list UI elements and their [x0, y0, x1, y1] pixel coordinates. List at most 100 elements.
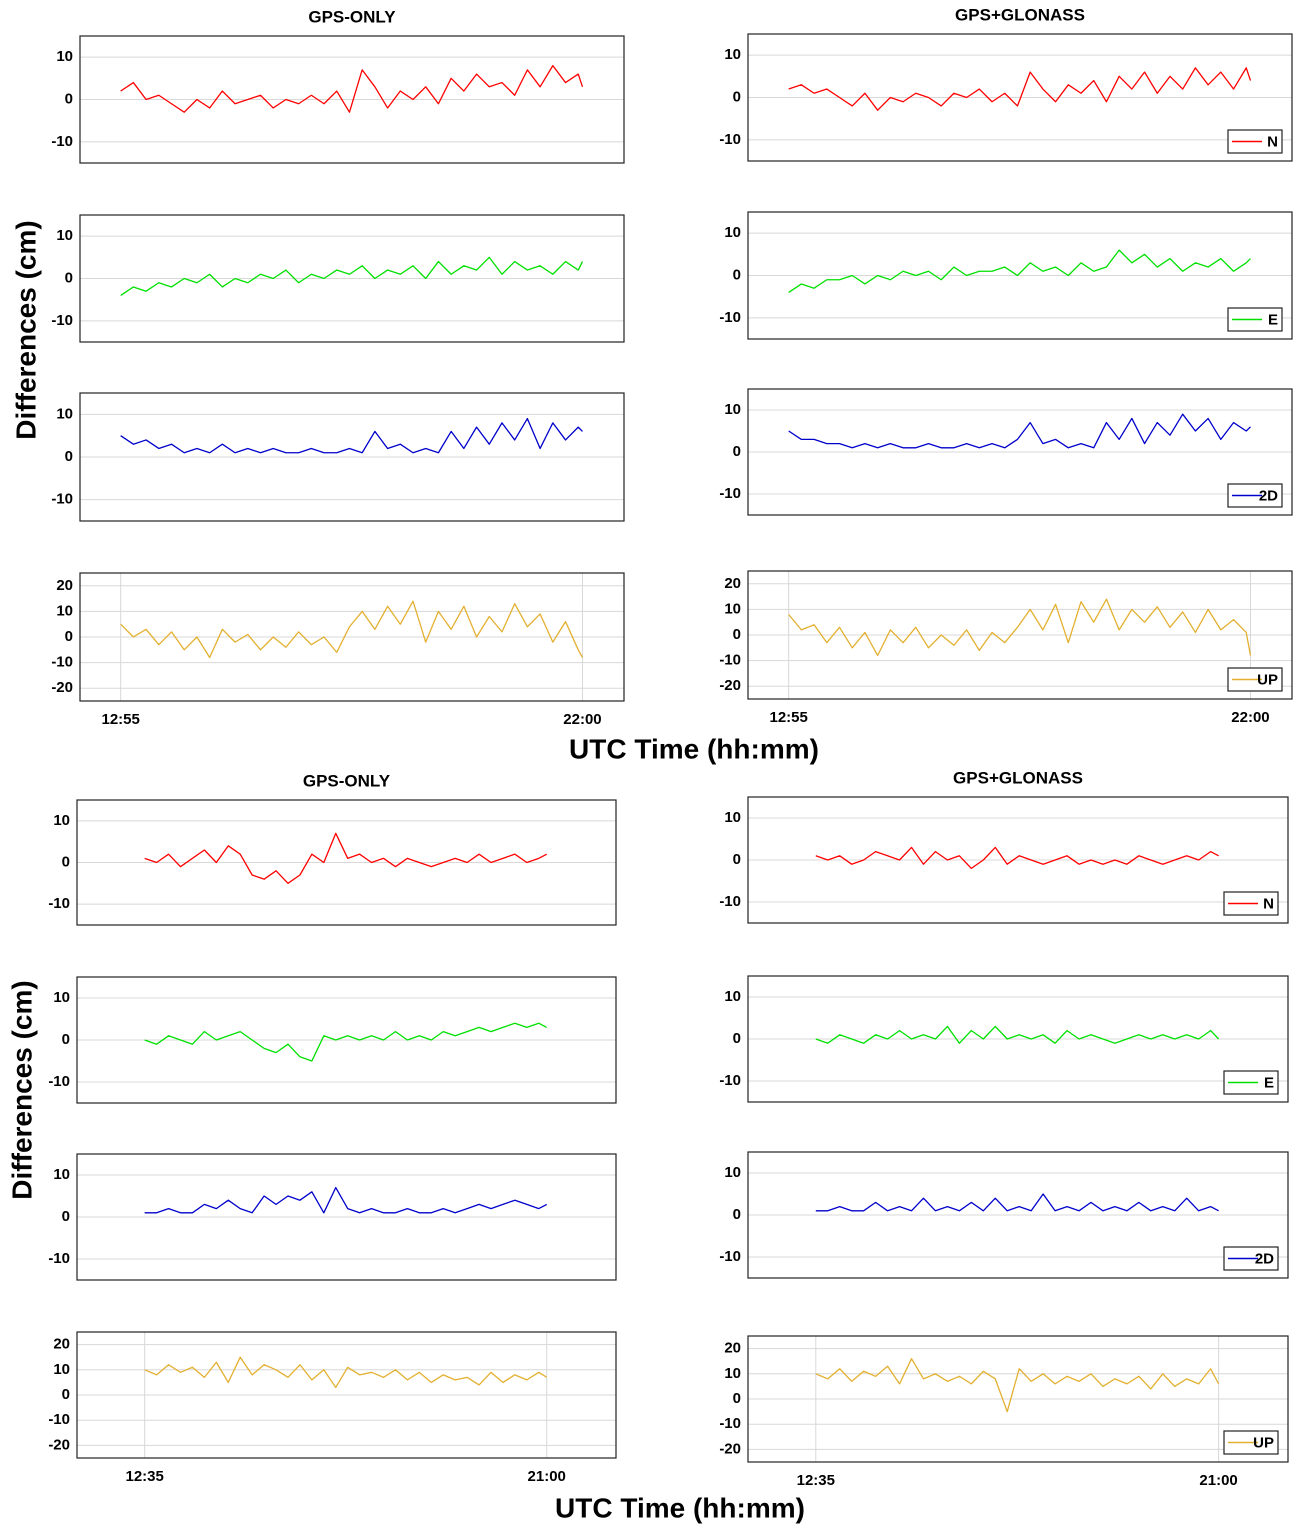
axes-frame — [76, 799, 617, 926]
y-tick-label: -10 — [719, 131, 741, 148]
y-tick-label: 0 — [733, 1206, 741, 1223]
axes-frame — [747, 33, 1293, 162]
y-tick-label: -20 — [51, 679, 73, 696]
data-line — [144, 1186, 548, 1214]
y-tick-label: 10 — [724, 401, 741, 418]
y-tick-label: 10 — [724, 1164, 741, 1181]
axes-frame — [76, 1331, 617, 1459]
y-tick-label: -10 — [719, 309, 741, 326]
data-line — [815, 1025, 1220, 1044]
y-tick-label: -10 — [719, 1415, 741, 1432]
x-tick-label: 22:00 — [563, 711, 601, 728]
legend-label: 2D — [1255, 1250, 1274, 1267]
y-tick-label: 10 — [53, 1361, 70, 1378]
data-line — [144, 832, 548, 884]
axes-frame — [79, 572, 625, 702]
data-line — [144, 1356, 548, 1389]
y-tick-label: 10 — [724, 224, 741, 241]
data-line — [788, 413, 1251, 449]
axes-frame — [747, 975, 1289, 1103]
axes-frame — [747, 570, 1293, 700]
y-tick-label: 20 — [724, 575, 741, 592]
y-tick-label: 20 — [53, 1336, 70, 1353]
y-tick-label: 0 — [733, 1390, 741, 1407]
y-tick-label: 10 — [724, 600, 741, 617]
x-tick-label: 21:00 — [1199, 1472, 1237, 1489]
y-tick-label: 0 — [65, 269, 73, 286]
data-line — [788, 598, 1252, 657]
y-tick-label: -10 — [719, 893, 741, 910]
y-tick-label: 10 — [56, 405, 73, 422]
x-axis-label: UTC Time (hh:mm) — [569, 733, 819, 764]
y-tick-label: 10 — [53, 1166, 70, 1183]
y-tick-label: 0 — [733, 1030, 741, 1047]
x-tick-label: 12:35 — [125, 1468, 163, 1485]
axes-frame — [747, 796, 1289, 924]
y-tick-label: -10 — [719, 1072, 741, 1089]
y-tick-label: -20 — [48, 1436, 70, 1453]
y-tick-label: -10 — [51, 654, 73, 671]
y-tick-label: -10 — [48, 1250, 70, 1267]
data-line — [144, 1022, 548, 1062]
y-tick-label: 10 — [724, 46, 741, 63]
axes-frame — [79, 35, 625, 164]
legend-label: E — [1264, 1074, 1274, 1091]
x-tick-label: 12:35 — [797, 1472, 835, 1489]
y-tick-label: 10 — [724, 809, 741, 826]
axes-frame — [79, 214, 625, 343]
y-tick-label: 20 — [56, 577, 73, 594]
y-tick-label: 10 — [56, 48, 73, 65]
data-line — [120, 256, 584, 296]
y-tick-label: 0 — [62, 1031, 70, 1048]
y-tick-label: 0 — [62, 853, 70, 870]
data-line — [815, 1358, 1220, 1413]
chart-title: GPS+GLONASS — [955, 5, 1085, 24]
y-tick-label: 0 — [733, 443, 741, 460]
y-tick-label: 0 — [733, 88, 741, 105]
legend-label: N — [1267, 133, 1278, 150]
axes-frame — [747, 1335, 1289, 1463]
data-line — [815, 1193, 1219, 1212]
y-axis-label: Differences (cm) — [6, 980, 37, 1199]
y-tick-label: 10 — [56, 602, 73, 619]
y-tick-label: -20 — [719, 1440, 741, 1457]
axes-frame — [76, 976, 617, 1104]
data-line — [788, 67, 1252, 111]
axes-frame — [747, 388, 1293, 516]
y-tick-label: 0 — [733, 266, 741, 283]
x-tick-label: 21:00 — [528, 1468, 566, 1485]
y-tick-label: 10 — [724, 1365, 741, 1382]
y-tick-label: -10 — [719, 485, 741, 502]
y-tick-label: 10 — [56, 227, 73, 244]
data-line — [120, 417, 583, 454]
chart-title: GPS+GLONASS — [953, 768, 1083, 787]
y-tick-label: 10 — [724, 988, 741, 1005]
y-tick-label: 10 — [53, 812, 70, 829]
y-tick-label: 0 — [62, 1208, 70, 1225]
data-line — [120, 600, 584, 659]
y-tick-label: 10 — [53, 989, 70, 1006]
y-axis-label: Differences (cm) — [10, 220, 41, 439]
y-tick-label: 20 — [724, 1340, 741, 1357]
y-tick-label: 0 — [733, 626, 741, 643]
y-tick-label: 0 — [62, 1386, 70, 1403]
y-tick-label: 0 — [65, 90, 73, 107]
axes-frame — [76, 1153, 617, 1281]
x-tick-label: 22:00 — [1231, 709, 1269, 726]
y-tick-label: 0 — [733, 851, 741, 868]
axes-frame — [747, 211, 1293, 340]
y-tick-label: -10 — [48, 895, 70, 912]
x-tick-label: 12:55 — [101, 711, 139, 728]
y-tick-label: -10 — [48, 1411, 70, 1428]
data-line — [788, 249, 1251, 293]
axes-frame — [79, 392, 625, 522]
y-tick-label: -10 — [719, 1248, 741, 1265]
y-tick-label: -10 — [51, 133, 73, 150]
data-line — [120, 64, 584, 113]
y-tick-label: -20 — [719, 677, 741, 694]
data-line — [815, 846, 1219, 870]
y-tick-label: -10 — [51, 491, 73, 508]
x-axis-label: UTC Time (hh:mm) — [555, 1492, 805, 1523]
legend-label: 2D — [1259, 487, 1278, 504]
